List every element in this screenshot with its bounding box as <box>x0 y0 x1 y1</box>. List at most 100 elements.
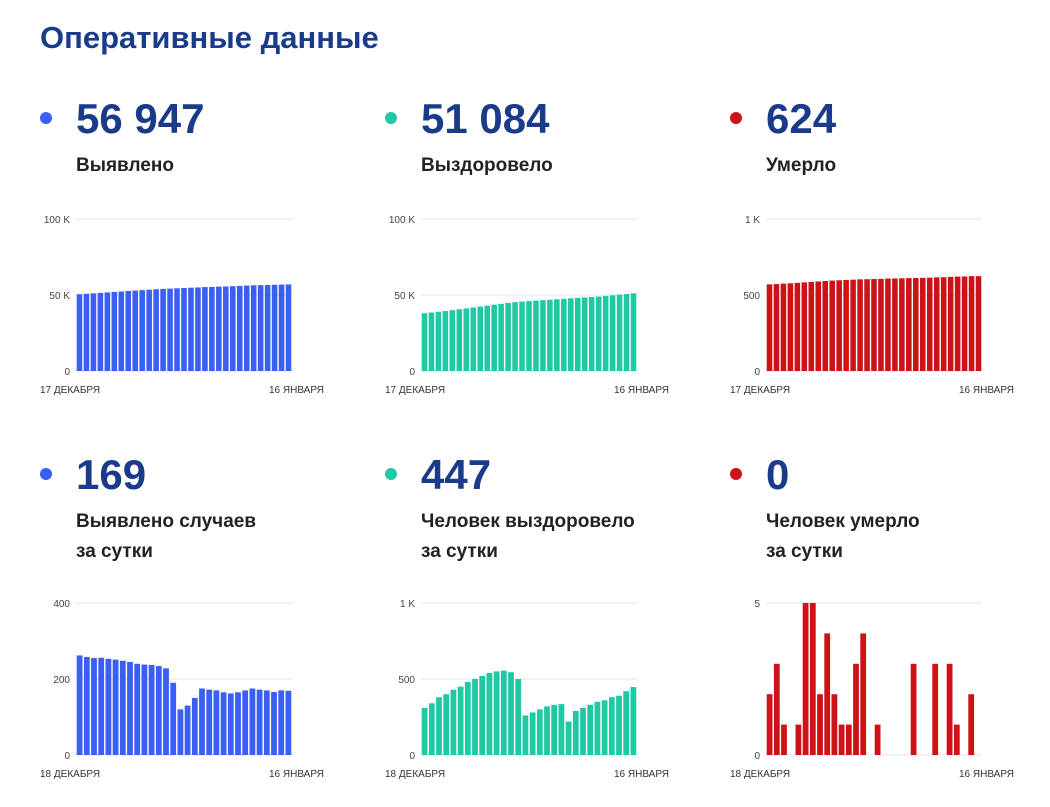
y-tick-label: 100 K <box>389 215 415 226</box>
bar <box>933 277 940 371</box>
bar <box>899 278 905 371</box>
bar <box>766 284 773 371</box>
blue-dot-icon <box>40 112 52 124</box>
bar <box>271 284 278 371</box>
bar <box>285 690 292 755</box>
bar <box>838 724 845 755</box>
bar <box>227 693 234 755</box>
bar <box>795 724 802 755</box>
bar <box>608 697 615 755</box>
bar <box>83 293 90 371</box>
bar <box>794 282 801 371</box>
green-dot-icon <box>385 112 397 124</box>
y-tick-label: 0 <box>64 367 70 378</box>
bar <box>442 310 449 371</box>
bar <box>824 633 831 755</box>
bar <box>968 276 975 371</box>
bar <box>580 707 586 755</box>
blue-dot-icon <box>40 468 52 480</box>
bar <box>609 295 616 371</box>
y-tick-label: 500 <box>398 675 415 686</box>
bar <box>547 299 553 371</box>
stat-label: Выявлено <box>76 155 174 176</box>
bar <box>146 289 152 371</box>
bar <box>809 603 816 755</box>
bar <box>484 305 490 371</box>
bar <box>428 703 435 755</box>
bar <box>773 284 780 371</box>
bar <box>801 282 808 371</box>
x-tick-label: 18 ДЕКАБРЯ <box>385 769 445 780</box>
bar <box>220 692 227 755</box>
chart-recovered-daily: 0 500 1 K 18 ДЕКАБРЯ 16 ЯНВАРЯ <box>385 599 669 780</box>
bar <box>188 287 194 371</box>
bar <box>766 694 773 755</box>
bar <box>421 313 428 371</box>
bar <box>540 300 546 371</box>
bar <box>213 690 220 755</box>
bar <box>551 704 558 755</box>
bar <box>558 704 565 755</box>
y-tick-label: 1 K <box>400 599 415 610</box>
bar <box>242 690 249 755</box>
bar <box>500 670 507 755</box>
bar <box>919 277 926 371</box>
bar <box>264 284 271 371</box>
stat-value: 56 947 <box>76 95 205 142</box>
bar <box>572 710 579 755</box>
bar <box>118 291 125 371</box>
stat-value: 51 084 <box>421 95 550 142</box>
y-tick-label: 0 <box>409 751 415 762</box>
bar <box>913 277 919 371</box>
bar <box>822 281 829 371</box>
bar <box>428 312 435 371</box>
y-tick-label: 5 <box>754 599 760 610</box>
bar <box>223 286 229 371</box>
bar <box>968 694 975 755</box>
bar <box>773 663 780 755</box>
green-dot-icon <box>385 468 397 480</box>
bar <box>601 700 608 755</box>
bar <box>278 690 285 755</box>
y-tick-label: 200 <box>53 675 70 686</box>
bar <box>464 682 471 755</box>
bar <box>574 297 581 371</box>
bar <box>857 279 863 371</box>
bar <box>940 277 947 371</box>
bar <box>163 668 169 755</box>
page-title: Оперативные данные <box>40 20 379 55</box>
bar <box>457 686 464 755</box>
bar <box>160 288 166 371</box>
bar <box>486 672 493 755</box>
bar <box>148 664 155 755</box>
bar <box>209 286 215 371</box>
bar <box>449 310 456 371</box>
bar <box>529 712 536 755</box>
bar <box>177 709 184 755</box>
bar <box>76 294 83 371</box>
x-tick-label: 17 ДЕКАБРЯ <box>40 385 100 396</box>
bar <box>76 655 83 755</box>
bar <box>498 303 504 371</box>
bar <box>174 288 180 371</box>
x-tick-label: 16 ЯНВАРЯ <box>959 385 1014 396</box>
bar <box>184 705 191 755</box>
stat-value: 447 <box>421 451 492 498</box>
bar <box>463 308 470 371</box>
x-tick-label: 16 ЯНВАРЯ <box>269 385 324 396</box>
bar <box>850 279 856 371</box>
y-tick-label: 0 <box>754 751 760 762</box>
bar <box>263 690 270 755</box>
bar <box>932 663 939 755</box>
bar <box>139 290 145 371</box>
bar <box>630 293 637 371</box>
bar <box>479 675 486 755</box>
y-tick-label: 1 K <box>745 215 760 226</box>
bar <box>975 276 982 371</box>
bar <box>561 298 567 371</box>
bar <box>181 288 187 371</box>
bar <box>202 287 208 371</box>
bar <box>508 672 514 755</box>
bar <box>91 658 97 755</box>
bar <box>802 603 809 755</box>
